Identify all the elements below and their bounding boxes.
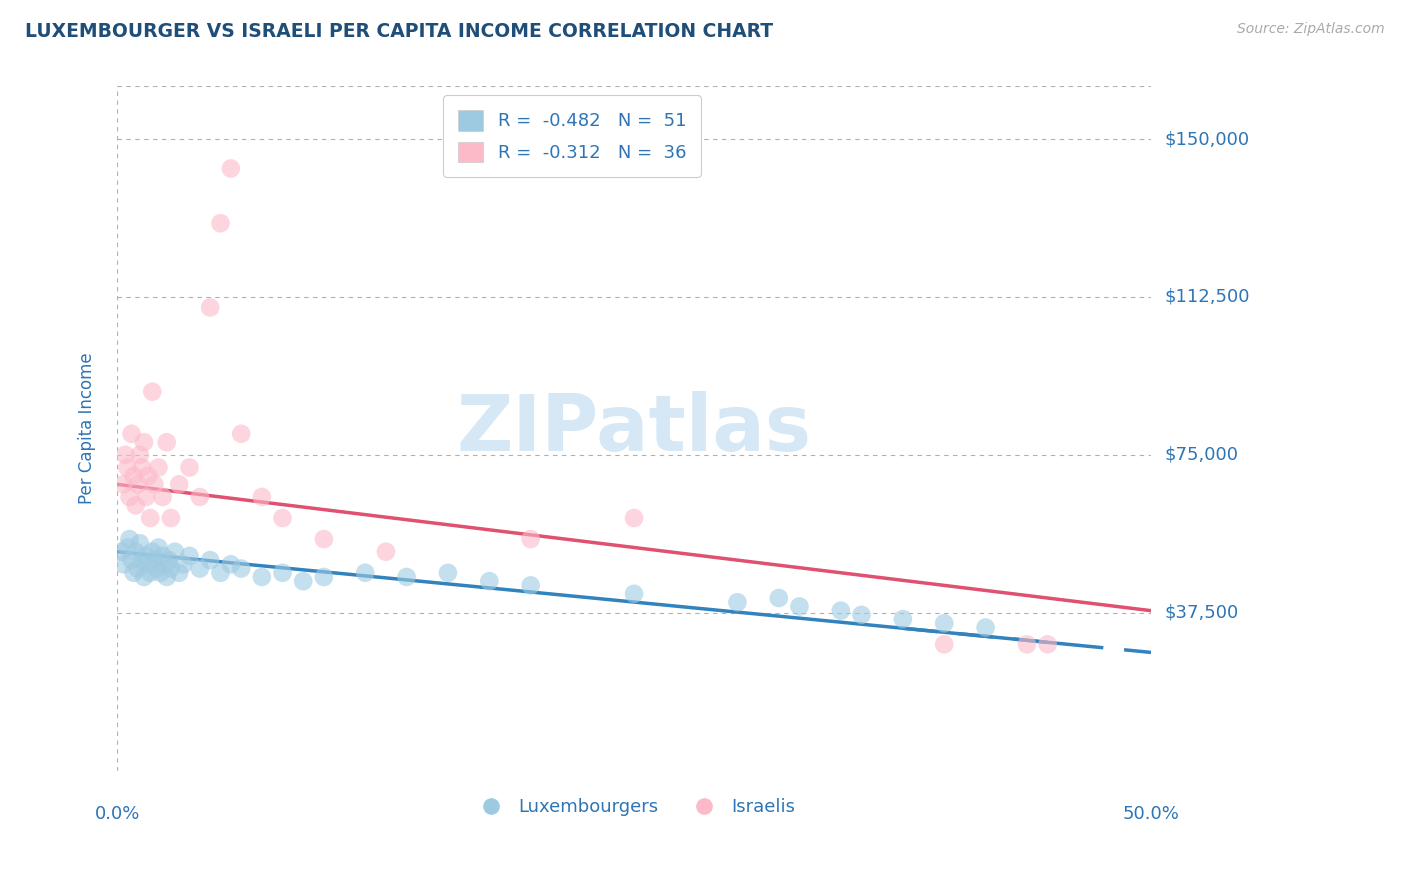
Point <box>209 216 232 230</box>
Point <box>478 574 501 589</box>
Point <box>136 558 159 572</box>
Point <box>125 545 148 559</box>
Text: $75,000: $75,000 <box>1166 446 1239 464</box>
Point <box>127 561 149 575</box>
Point <box>121 553 143 567</box>
Point <box>139 511 162 525</box>
Text: $150,000: $150,000 <box>1166 130 1250 148</box>
Point <box>122 566 145 580</box>
Point <box>132 570 155 584</box>
Point <box>292 574 315 589</box>
Point <box>179 460 201 475</box>
Text: 50.0%: 50.0% <box>1122 805 1180 823</box>
Point <box>160 511 183 525</box>
Point <box>519 532 541 546</box>
Point <box>312 532 335 546</box>
Text: $37,500: $37,500 <box>1166 604 1239 622</box>
Point <box>117 541 139 555</box>
Point <box>167 566 190 580</box>
Point <box>312 570 335 584</box>
Point <box>157 553 180 567</box>
Point <box>974 620 997 634</box>
Point <box>141 545 163 559</box>
Point <box>250 490 273 504</box>
Point <box>231 426 253 441</box>
Point <box>145 561 167 575</box>
Point <box>934 637 956 651</box>
Point <box>354 566 377 580</box>
Point <box>1015 637 1038 651</box>
Point <box>156 435 179 450</box>
Point <box>179 549 201 563</box>
Point <box>934 616 956 631</box>
Point <box>167 477 190 491</box>
Point <box>188 490 211 504</box>
Point <box>198 553 221 567</box>
Point <box>160 561 183 575</box>
Point <box>163 545 186 559</box>
Text: ZIPatlas: ZIPatlas <box>457 391 811 467</box>
Point <box>437 566 460 580</box>
Point <box>623 587 645 601</box>
Point <box>198 301 221 315</box>
Point <box>374 545 396 559</box>
Text: $112,500: $112,500 <box>1166 288 1250 306</box>
Point <box>891 612 914 626</box>
Point <box>143 477 166 491</box>
Text: LUXEMBOURGER VS ISRAELI PER CAPITA INCOME CORRELATION CHART: LUXEMBOURGER VS ISRAELI PER CAPITA INCOM… <box>25 22 773 41</box>
Point <box>188 561 211 575</box>
Point <box>395 570 418 584</box>
Point <box>136 469 159 483</box>
Point <box>131 460 153 475</box>
Text: Source: ZipAtlas.com: Source: ZipAtlas.com <box>1237 22 1385 37</box>
Point <box>121 426 143 441</box>
Point <box>143 553 166 567</box>
Point <box>156 570 179 584</box>
Point <box>128 448 150 462</box>
Point <box>789 599 811 614</box>
Point <box>112 477 135 491</box>
Point <box>118 490 141 504</box>
Point <box>118 532 141 546</box>
Point <box>152 490 174 504</box>
Point <box>271 511 294 525</box>
Point <box>117 460 139 475</box>
Point <box>125 499 148 513</box>
Point <box>112 558 135 572</box>
Point <box>128 536 150 550</box>
Point <box>623 511 645 525</box>
Y-axis label: Per Capita Income: Per Capita Income <box>79 352 96 504</box>
Point <box>135 490 157 504</box>
Point <box>231 561 253 575</box>
Point <box>127 477 149 491</box>
Legend: Luxembourgers, Israelis: Luxembourgers, Israelis <box>467 791 801 823</box>
Point <box>114 448 136 462</box>
Point <box>271 566 294 580</box>
Point <box>851 607 873 622</box>
Point <box>830 604 852 618</box>
Point <box>132 435 155 450</box>
Point <box>152 549 174 563</box>
Point <box>219 161 242 176</box>
Point <box>1036 637 1059 651</box>
Point <box>139 566 162 580</box>
Point <box>172 558 194 572</box>
Point <box>148 541 170 555</box>
Point <box>519 578 541 592</box>
Point <box>250 570 273 584</box>
Point <box>219 558 242 572</box>
Point <box>153 558 176 572</box>
Point <box>110 545 132 559</box>
Point <box>141 384 163 399</box>
Text: 0.0%: 0.0% <box>94 805 139 823</box>
Point <box>122 469 145 483</box>
Point <box>135 549 157 563</box>
Point <box>209 566 232 580</box>
Point <box>727 595 749 609</box>
Point <box>131 553 153 567</box>
Point <box>768 591 790 605</box>
Point <box>149 566 172 580</box>
Point <box>148 460 170 475</box>
